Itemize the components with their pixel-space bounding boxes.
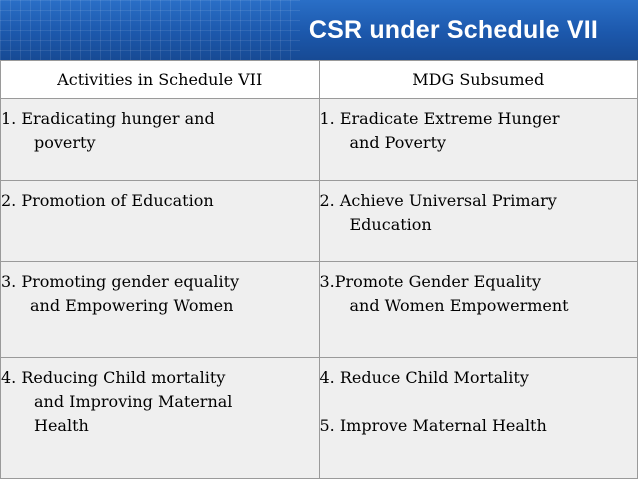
activity-cell: 1. Eradicating hunger and poverty (0, 97, 320, 182)
cell-line: 2. Achieve Universal Primary (319, 191, 557, 211)
activity-cell: 3. Promoting gender equality and Empower… (0, 260, 320, 358)
cell-line: and Empowering Women (30, 295, 234, 315)
cell-line: 5. Improve Maternal Health (319, 415, 547, 435)
cell-line: 3.Promote Gender Equality (319, 271, 542, 291)
mdg-cell: 4. Reduce Child Mortality 5. Improve Mat… (318, 356, 638, 479)
cell-line: Health (34, 415, 89, 435)
table-row: 4. Reducing Child mortality and Improvin… (0, 356, 638, 479)
slide-header: CSR under Schedule VII (0, 0, 638, 60)
cell-line: and Poverty (349, 132, 447, 152)
mdg-cell: 1. Eradicate Extreme Hunger and Poverty (318, 97, 638, 182)
mdg-cell: 2. Achieve Universal Primary Education (318, 180, 638, 262)
table-row: 1. Eradicating hunger and poverty 1. Era… (0, 97, 638, 182)
table-header-row: Activities in Schedule VII MDG Subsumed (0, 60, 638, 99)
cell-line: 1. Eradicating hunger and (1, 108, 215, 128)
mdg-cell: 3.Promote Gender Equality and Women Empo… (318, 260, 638, 358)
cell-line: and Women Empowerment (349, 295, 569, 315)
activity-cell: 4. Reducing Child mortality and Improvin… (0, 356, 320, 479)
column-header-mdg: MDG Subsumed (318, 60, 638, 99)
table-row: 3. Promoting gender equality and Empower… (0, 260, 638, 358)
cell-line: poverty (34, 132, 96, 152)
cell-line: and Improving Maternal (34, 391, 233, 411)
cell-line: 2. Promotion of Education (1, 191, 214, 211)
column-header-activities: Activities in Schedule VII (0, 60, 320, 99)
slide-title: CSR under Schedule VII (308, 16, 598, 44)
cell-line: 4. Reduce Child Mortality (319, 367, 529, 387)
cell-spacer (320, 390, 638, 414)
activity-cell: 2. Promotion of Education (0, 180, 320, 262)
cell-line: 1. Eradicate Extreme Hunger (319, 108, 560, 128)
cell-line: Education (349, 215, 432, 235)
table-row: 2. Promotion of Education 2. Achieve Uni… (0, 180, 638, 262)
csr-mdg-table: Activities in Schedule VII MDG Subsumed … (0, 60, 638, 479)
cell-line: 4. Reducing Child mortality (1, 367, 226, 387)
header-pattern (0, 0, 300, 60)
cell-line: 3. Promoting gender equality (1, 271, 240, 291)
